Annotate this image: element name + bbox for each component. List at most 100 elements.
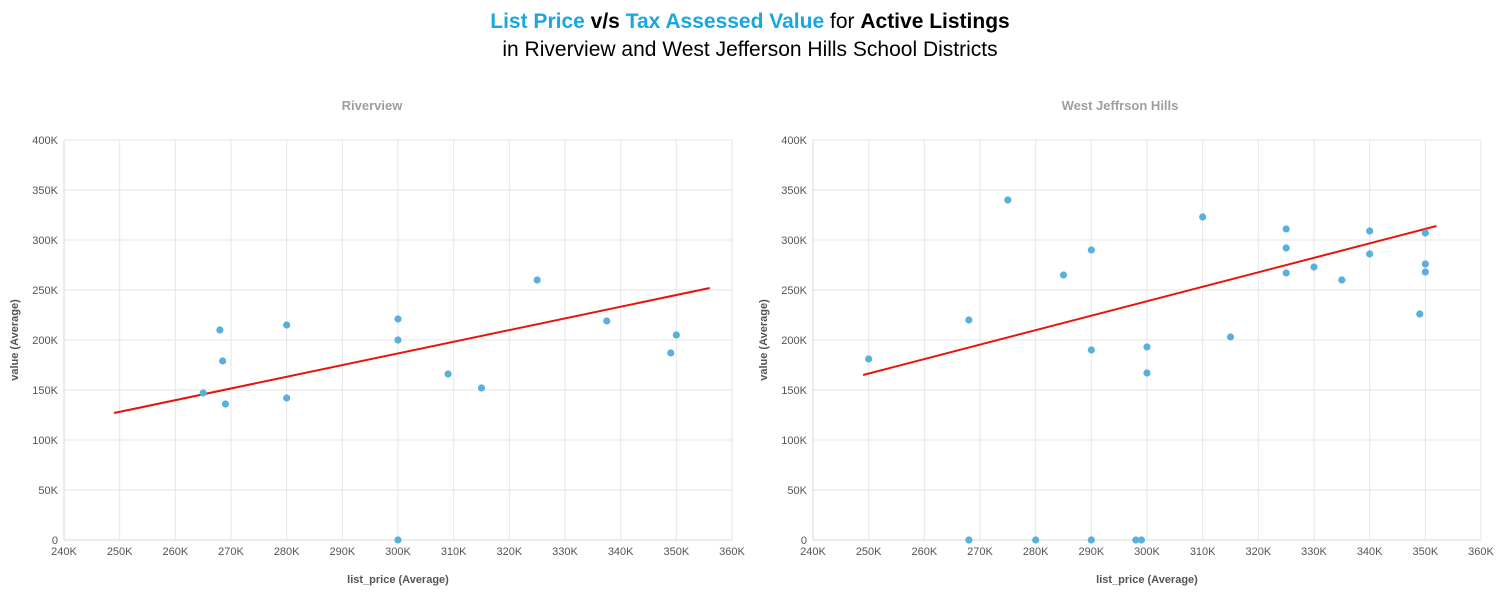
x-axis-title: list_price (Average)	[1096, 574, 1198, 586]
data-point	[1421, 260, 1429, 268]
data-point	[477, 384, 486, 392]
title-list-price: List Price	[490, 10, 585, 33]
data-point	[865, 355, 873, 363]
x-tick-label: 300K	[385, 546, 411, 558]
x-tick-label: 330K	[1301, 546, 1327, 558]
data-point	[1366, 227, 1374, 235]
data-point	[667, 349, 675, 357]
y-tick-label: 250K	[781, 285, 807, 297]
x-tick-label: 280K	[274, 546, 300, 558]
title-line-2: in Riverview and West Jefferson Hills Sc…	[502, 38, 998, 61]
x-tick-label: 290K	[1078, 546, 1104, 558]
y-tick-label: 400K	[781, 135, 807, 147]
data-point	[1143, 343, 1151, 351]
y-tick-label: 100K	[781, 435, 807, 447]
title-vs: v/s	[584, 10, 626, 33]
data-point	[672, 331, 680, 339]
x-tick-label: 250K	[107, 546, 133, 558]
data-point	[1087, 346, 1095, 354]
x-tick-label: 350K	[663, 546, 689, 558]
data-point	[1132, 536, 1140, 544]
y-tick-label: 0	[801, 535, 807, 547]
trend-line	[113, 287, 710, 414]
y-tick-label: 150K	[32, 385, 58, 397]
data-point	[1004, 196, 1012, 204]
data-point	[1282, 269, 1290, 277]
x-tick-label: 240K	[51, 546, 77, 558]
data-point	[1226, 333, 1235, 341]
x-tick-label: 250K	[856, 546, 882, 558]
x-tick-label: 280K	[1023, 546, 1049, 558]
data-point	[394, 536, 402, 544]
data-point	[283, 394, 291, 402]
y-tick-label: 200K	[781, 335, 807, 347]
data-point	[394, 336, 402, 344]
data-point	[444, 370, 452, 378]
y-tick-label: 200K	[32, 335, 58, 347]
y-tick-label: 300K	[32, 235, 58, 247]
data-point	[1421, 268, 1429, 276]
data-point	[1366, 250, 1374, 258]
y-tick-label: 50K	[38, 485, 58, 497]
data-point	[533, 276, 541, 284]
data-point	[603, 317, 611, 325]
y-tick-label: 0	[52, 535, 58, 547]
x-tick-label: 310K	[441, 546, 467, 558]
west-jeffrson-hills-panel: West Jeffrson Hills 240K 250K 260K 270K 280K 2…	[758, 98, 1495, 586]
y-tick-label: 250K	[32, 285, 58, 297]
panel-title: Riverview	[342, 98, 404, 113]
y-tick-label: 400K	[32, 135, 58, 147]
data-point	[1199, 213, 1207, 221]
riverview-panel: Riverview 240K 250K 260K 270K 280K 290K 300K 310…	[9, 98, 746, 586]
x-axis-title: list_price (Average)	[347, 574, 449, 586]
x-tick-label: 360K	[719, 546, 745, 558]
x-tick-label: 240K	[800, 546, 826, 558]
x-tick-label: 270K	[967, 546, 993, 558]
x-tick-label: 320K	[1245, 546, 1271, 558]
data-point	[219, 357, 227, 365]
x-tick-label: 290K	[329, 546, 355, 558]
data-point	[965, 536, 973, 544]
x-tick-label: 270K	[218, 546, 244, 558]
y-tick-label: 150K	[781, 385, 807, 397]
data-point	[1282, 244, 1290, 252]
data-point	[965, 316, 973, 324]
title-line-1: List Price v/s Tax Assessed Value for Ac…	[0, 8, 1500, 36]
trend-line	[862, 225, 1437, 376]
data-point	[199, 389, 207, 397]
x-tick-label: 340K	[1357, 546, 1383, 558]
x-tick-label: 320K	[496, 546, 522, 558]
y-tick-label: 100K	[32, 435, 58, 447]
y-axis-title: value (Average)	[758, 299, 770, 381]
x-tick-label: 260K	[911, 546, 937, 558]
title-tax-assessed-value: Tax Assessed Value	[625, 10, 825, 33]
data-point	[1137, 536, 1146, 544]
x-tick-label: 260K	[162, 546, 188, 558]
data-point	[1032, 536, 1040, 544]
x-tick-label: 360K	[1468, 546, 1494, 558]
title-for: for	[824, 10, 861, 33]
data-point	[1143, 369, 1151, 377]
data-point	[1310, 263, 1318, 271]
data-point	[221, 400, 230, 408]
data-point	[394, 315, 402, 323]
data-point	[1416, 310, 1424, 318]
y-tick-label: 350K	[32, 185, 58, 197]
title-active-listings: Active Listings	[860, 10, 1010, 33]
data-point	[1087, 536, 1095, 544]
panel-title: West Jeffrson Hills	[1062, 98, 1179, 113]
y-tick-label: 300K	[781, 235, 807, 247]
y-tick-label: 350K	[781, 185, 807, 197]
x-tick-label: 310K	[1190, 546, 1216, 558]
x-tick-label: 330K	[552, 546, 578, 558]
x-tick-label: 300K	[1134, 546, 1160, 558]
data-point	[1282, 225, 1290, 233]
data-point	[1059, 271, 1068, 279]
data-point	[1421, 229, 1429, 237]
y-tick-label: 50K	[787, 485, 807, 497]
x-tick-label: 350K	[1412, 546, 1438, 558]
data-point	[1338, 276, 1346, 284]
data-point	[1087, 246, 1095, 254]
y-axis-title: value (Average)	[9, 299, 21, 381]
